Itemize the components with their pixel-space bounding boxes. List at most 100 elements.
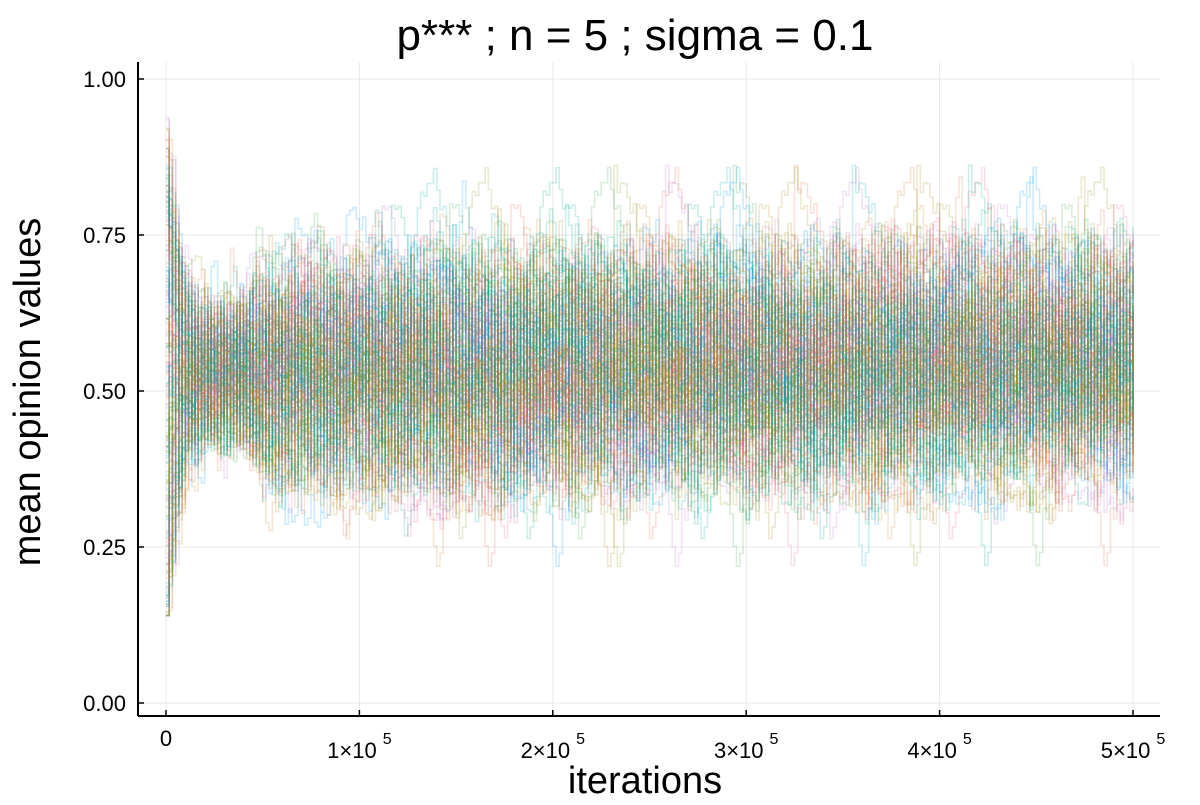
series-line: [166, 168, 1134, 452]
x-tick-exponent: 5: [770, 731, 779, 748]
series-line: [166, 264, 1134, 466]
series-line: [166, 226, 1134, 534]
series-line: [166, 203, 1134, 511]
series-line: [166, 179, 1134, 465]
series-line: [166, 220, 1134, 532]
series-line: [166, 222, 1134, 479]
series-line: [166, 217, 1134, 479]
series-line: [166, 232, 1134, 480]
series-line: [166, 201, 1134, 511]
series-line: [166, 276, 1134, 521]
series-line: [166, 218, 1134, 567]
series-line: [166, 148, 1134, 495]
y-tick-label: 0.50: [83, 379, 126, 404]
series-line: [166, 276, 1134, 606]
series-line: [166, 235, 1134, 572]
series-line: [166, 218, 1134, 567]
series-line: [166, 220, 1134, 488]
series-line: [166, 209, 1134, 452]
series-line: [166, 185, 1134, 521]
series-line: [166, 244, 1134, 482]
series-line: [166, 177, 1134, 495]
series-line: [166, 176, 1134, 488]
series-line: [166, 216, 1134, 567]
series-line: [166, 276, 1134, 546]
series-line: [166, 203, 1134, 511]
series-line: [166, 201, 1134, 521]
series-line: [166, 164, 1134, 511]
axes: [137, 62, 1160, 717]
series-line: [166, 321, 1134, 521]
series-line: [166, 268, 1134, 555]
series-line: [166, 242, 1134, 493]
series-line: [166, 218, 1134, 568]
series-line: [166, 235, 1134, 506]
series-line: [166, 232, 1134, 613]
series-line: [166, 264, 1134, 509]
series-line: [166, 264, 1134, 493]
x-tick-exponent: 5: [576, 731, 585, 748]
series-line: [166, 276, 1134, 617]
series-line: [166, 226, 1134, 465]
series-line: [166, 176, 1134, 536]
series-line: [166, 177, 1134, 540]
series-line: [166, 156, 1134, 513]
series-line: [166, 256, 1134, 540]
series-line: [166, 226, 1134, 559]
series-line: [166, 242, 1134, 521]
series-line: [166, 173, 1134, 519]
series-line: [166, 268, 1134, 489]
series-line: [166, 235, 1134, 495]
series-line: [166, 139, 1134, 512]
series-line: [166, 232, 1134, 480]
x-tick-exponent: 5: [963, 731, 972, 748]
series-line: [166, 267, 1134, 522]
series-line: [166, 235, 1134, 495]
series-line: [166, 268, 1134, 617]
series-line: [166, 264, 1134, 466]
series-line: [166, 166, 1134, 525]
series-line: [166, 276, 1134, 588]
series-line: [166, 203, 1134, 596]
series-line: [166, 238, 1134, 488]
x-tick-label: 4×10 5: [907, 731, 972, 763]
series-line: [166, 138, 1134, 506]
series-line: [166, 187, 1134, 480]
series-line: [166, 236, 1134, 565]
series-line: [166, 224, 1134, 608]
series-line: [166, 293, 1134, 512]
series-line: [166, 196, 1134, 457]
series-line: [166, 166, 1134, 525]
series-line: [166, 210, 1134, 493]
x-tick-label: 5×10 5: [1101, 731, 1166, 763]
series-line: [166, 220, 1134, 488]
series-line: [166, 167, 1134, 525]
series-line: [166, 164, 1134, 511]
series-line: [166, 263, 1134, 614]
series-line: [166, 232, 1134, 480]
series-line: [166, 147, 1134, 504]
series-line: [166, 203, 1134, 608]
series-line: [166, 220, 1134, 543]
chart-title: p*** ; n = 5 ; sigma = 0.1: [397, 11, 874, 60]
series-line: [166, 195, 1134, 506]
series-line: [166, 268, 1134, 498]
series-line: [166, 197, 1134, 512]
series-line: [166, 217, 1134, 590]
series-line: [166, 248, 1134, 540]
series-line: [166, 257, 1134, 540]
series-line: [166, 235, 1134, 506]
series-line: [166, 235, 1134, 495]
series-line: [166, 118, 1134, 480]
series-line: [166, 234, 1134, 605]
series-line: [166, 224, 1134, 519]
series-line: [166, 155, 1134, 465]
series-line: [166, 164, 1134, 511]
series-line: [166, 232, 1134, 489]
series-line: [166, 264, 1134, 565]
series-line: [166, 205, 1134, 494]
series-line: [166, 218, 1134, 568]
series-line: [166, 218, 1134, 568]
